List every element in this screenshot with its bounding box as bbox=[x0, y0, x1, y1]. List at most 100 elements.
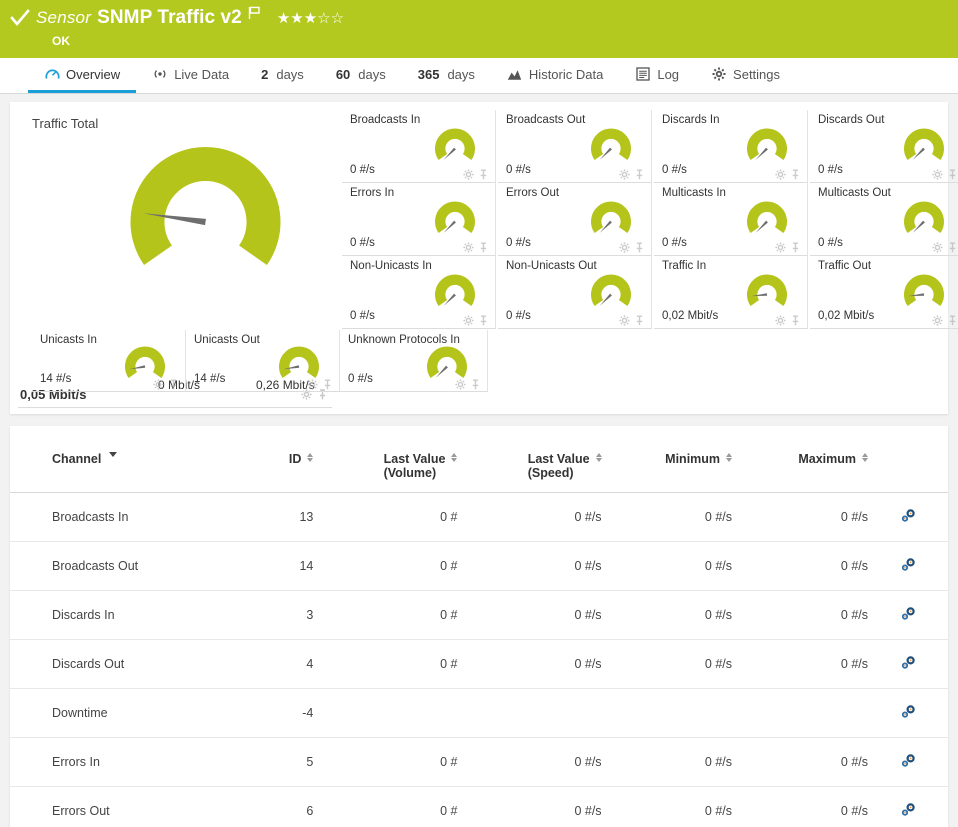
gear-icon[interactable] bbox=[463, 313, 474, 326]
gear-icon[interactable] bbox=[619, 313, 630, 326]
settings-gears-icon[interactable] bbox=[868, 786, 948, 827]
gauge-card-discards-in[interactable]: Discards In 0 #/s bbox=[654, 110, 808, 183]
pin-icon[interactable] bbox=[634, 240, 645, 253]
column-header-volume[interactable]: Last Value (Volume) bbox=[313, 448, 458, 493]
gear-icon[interactable] bbox=[932, 167, 943, 180]
pin-icon[interactable] bbox=[947, 313, 958, 326]
column-header-id[interactable]: ID bbox=[265, 448, 314, 493]
tab-log[interactable]: Log bbox=[619, 58, 695, 93]
pin-icon[interactable] bbox=[790, 240, 801, 253]
gauge-card-broadcasts-in[interactable]: Broadcasts In 0 #/s bbox=[342, 110, 496, 183]
gear-icon[interactable] bbox=[775, 167, 786, 180]
cell-channel[interactable]: Downtime bbox=[10, 688, 266, 738]
gear-icon[interactable] bbox=[932, 313, 943, 326]
gear-icon[interactable] bbox=[619, 167, 630, 180]
table-row[interactable]: Errors Out 6 0 #0 #/s 0 #/s 0 #/s bbox=[10, 786, 948, 827]
gauge-card-label: Traffic Out bbox=[818, 260, 872, 272]
gauge-card-actions bbox=[775, 167, 801, 180]
gauge-card-traffic-in[interactable]: Traffic In 0,02 Mbit/s bbox=[654, 256, 808, 329]
gear-icon[interactable] bbox=[153, 377, 164, 390]
cell-channel[interactable]: Discards Out bbox=[10, 639, 266, 689]
gauge-card-traffic-out[interactable]: Traffic Out 0,02 Mbit/s bbox=[810, 256, 958, 329]
gear-icon[interactable] bbox=[932, 240, 943, 253]
cell-volume: 0 # bbox=[313, 786, 458, 827]
column-header-speed[interactable]: Last Value (Speed) bbox=[457, 448, 602, 493]
table-row[interactable]: Discards In 3 0 #0 #/s 0 #/s 0 #/s bbox=[10, 590, 948, 640]
gauge-card-unknown-protocols-in[interactable]: Unknown Protocols In 0 #/s bbox=[340, 330, 488, 392]
sort-arrows-icon[interactable] bbox=[862, 453, 868, 462]
pin-icon[interactable] bbox=[947, 240, 958, 253]
pin-icon[interactable] bbox=[790, 313, 801, 326]
pin-icon[interactable] bbox=[322, 377, 333, 390]
column-header-channel[interactable]: Channel bbox=[10, 448, 266, 493]
cell-channel[interactable]: Broadcasts Out bbox=[10, 541, 266, 591]
flag-icon[interactable] bbox=[248, 6, 261, 20]
cell-channel[interactable]: Errors In bbox=[10, 737, 266, 787]
tab-overview[interactable]: Overview bbox=[28, 58, 137, 93]
pin-icon[interactable] bbox=[317, 387, 328, 400]
tab-settings[interactable]: Settings bbox=[695, 58, 796, 93]
gauge-card-non-unicasts-in[interactable]: Non-Unicasts In 0 #/s bbox=[342, 256, 496, 329]
gauge-card-unicasts-out[interactable]: Unicasts Out 14 #/s bbox=[186, 330, 340, 392]
cell-channel[interactable]: Errors Out bbox=[10, 786, 266, 827]
sensor-kind-label: Sensor bbox=[36, 8, 92, 27]
sort-arrows-icon[interactable] bbox=[307, 453, 314, 462]
gear-icon[interactable] bbox=[775, 240, 786, 253]
gauge-card-broadcasts-out[interactable]: Broadcasts Out 0 #/s bbox=[498, 110, 652, 183]
gauge-card-multicasts-out[interactable]: Multicasts Out 0 #/s bbox=[810, 183, 958, 256]
pin-icon[interactable] bbox=[790, 167, 801, 180]
sort-arrows-icon[interactable] bbox=[595, 453, 602, 462]
tab-label: Historic Data bbox=[528, 66, 604, 82]
cell-channel[interactable]: Discards In bbox=[10, 590, 266, 640]
gear-icon[interactable] bbox=[463, 167, 474, 180]
gauge-card-value: 0,02 Mbit/s bbox=[818, 310, 875, 322]
column-header-label: Minimum bbox=[665, 452, 721, 466]
gear-icon[interactable] bbox=[775, 313, 786, 326]
tab-365-days[interactable]: 365 days bbox=[402, 58, 491, 93]
settings-gears-icon[interactable] bbox=[868, 737, 948, 787]
chevron-down-icon[interactable] bbox=[109, 452, 118, 457]
gauge-card-label: Multicasts Out bbox=[818, 187, 891, 199]
gear-icon[interactable] bbox=[307, 377, 318, 390]
tab-live-data[interactable]: Live Data bbox=[136, 58, 245, 93]
settings-gears-icon[interactable] bbox=[868, 639, 948, 689]
pin-icon[interactable] bbox=[470, 377, 481, 390]
pin-icon[interactable] bbox=[947, 167, 958, 180]
sort-arrows-icon[interactable] bbox=[726, 453, 733, 462]
gauge-card-unicasts-in[interactable]: Unicasts In 14 #/s bbox=[32, 330, 186, 392]
table-row[interactable]: Broadcasts Out 14 0 #0 #/s 0 #/s 0 #/s bbox=[10, 541, 948, 591]
gauge-card-errors-out[interactable]: Errors Out 0 #/s bbox=[498, 183, 652, 256]
tab-label: Settings bbox=[733, 66, 781, 82]
gauge-card-dial bbox=[741, 193, 793, 244]
settings-gears-icon[interactable] bbox=[868, 492, 948, 542]
gear-icon[interactable] bbox=[619, 240, 630, 253]
pin-icon[interactable] bbox=[634, 313, 645, 326]
column-header-maximum[interactable]: Maximum bbox=[732, 448, 868, 493]
table-row[interactable]: Errors In 5 0 #0 #/s 0 #/s 0 #/s bbox=[10, 737, 948, 787]
gauge-card-dial bbox=[585, 120, 637, 171]
sort-arrows-icon[interactable] bbox=[451, 453, 458, 462]
column-header-minimum[interactable]: Minimum bbox=[601, 448, 733, 493]
pin-icon[interactable] bbox=[478, 167, 489, 180]
gear-icon[interactable] bbox=[455, 377, 466, 390]
tab-historic-data[interactable]: Historic Data bbox=[491, 58, 619, 93]
table-row[interactable]: Discards Out 4 0 #0 #/s 0 #/s 0 #/s bbox=[10, 639, 948, 689]
cell-channel[interactable]: Broadcasts In bbox=[10, 492, 266, 542]
pin-icon[interactable] bbox=[634, 167, 645, 180]
table-row[interactable]: Downtime -4 bbox=[10, 688, 948, 738]
gauge-card-multicasts-in[interactable]: Multicasts In 0 #/s bbox=[654, 183, 808, 256]
gear-icon[interactable] bbox=[463, 240, 474, 253]
tab-2-days[interactable]: 2 days bbox=[245, 58, 320, 93]
gauge-card-errors-in[interactable]: Errors In 0 #/s bbox=[342, 183, 496, 256]
rating-stars[interactable]: ★★★☆☆ bbox=[276, 9, 345, 27]
settings-gears-icon[interactable] bbox=[868, 590, 948, 640]
table-row[interactable]: Broadcasts In 13 0 #0 #/s 0 #/s 0 #/s bbox=[10, 492, 948, 542]
pin-icon[interactable] bbox=[478, 240, 489, 253]
gauge-card-discards-out[interactable]: Discards Out 0 #/s bbox=[810, 110, 958, 183]
gauge-card-non-unicasts-out[interactable]: Non-Unicasts Out 0 #/s bbox=[498, 256, 652, 329]
pin-icon[interactable] bbox=[478, 313, 489, 326]
settings-gears-icon[interactable] bbox=[868, 541, 948, 591]
pin-icon[interactable] bbox=[168, 377, 179, 390]
tab-60-days[interactable]: 60 days bbox=[320, 58, 402, 93]
settings-gears-icon[interactable] bbox=[868, 688, 948, 738]
